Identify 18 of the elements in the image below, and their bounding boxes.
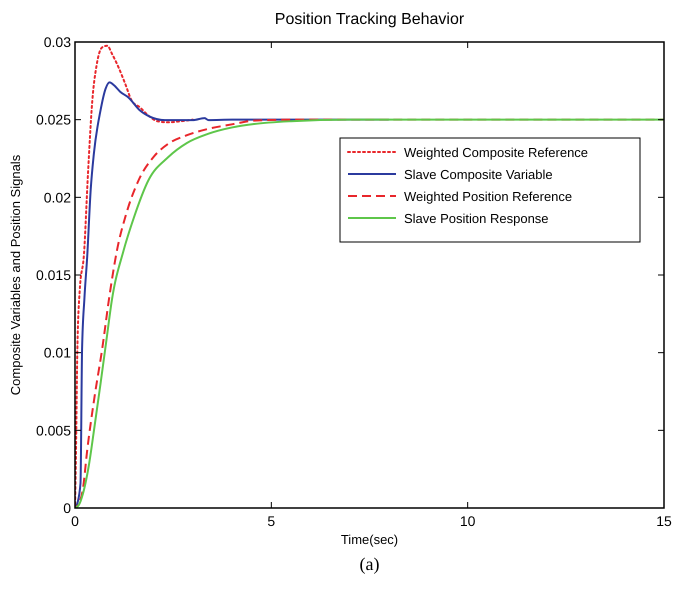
legend-label: Slave Position Response [404,211,549,226]
y-tick-label: 0 [63,500,72,516]
y-tick-label: 0.01 [44,344,72,361]
legend-label: Weighted Position Reference [404,189,572,204]
x-tick-label: 15 [656,513,672,529]
y-tick-label: 0.03 [44,34,72,50]
x-tick-label: 5 [267,513,276,529]
y-axis-title: Composite Variables and Position Signals [8,154,23,396]
y-tick-label: 0.015 [36,267,72,283]
y-tick-label: 0.025 [36,112,72,128]
y-tick-label: 0.02 [44,189,72,206]
x-tick-label: 10 [460,513,476,529]
x-axis-title: Time(sec) [340,532,398,547]
y-tick-label: 0.005 [36,422,72,438]
legend-label: Slave Composite Variable [404,167,553,182]
legend-label: Weighted Composite Reference [404,145,588,160]
chart-title: Position Tracking Behavior [274,11,465,28]
text: (a) [360,554,380,574]
